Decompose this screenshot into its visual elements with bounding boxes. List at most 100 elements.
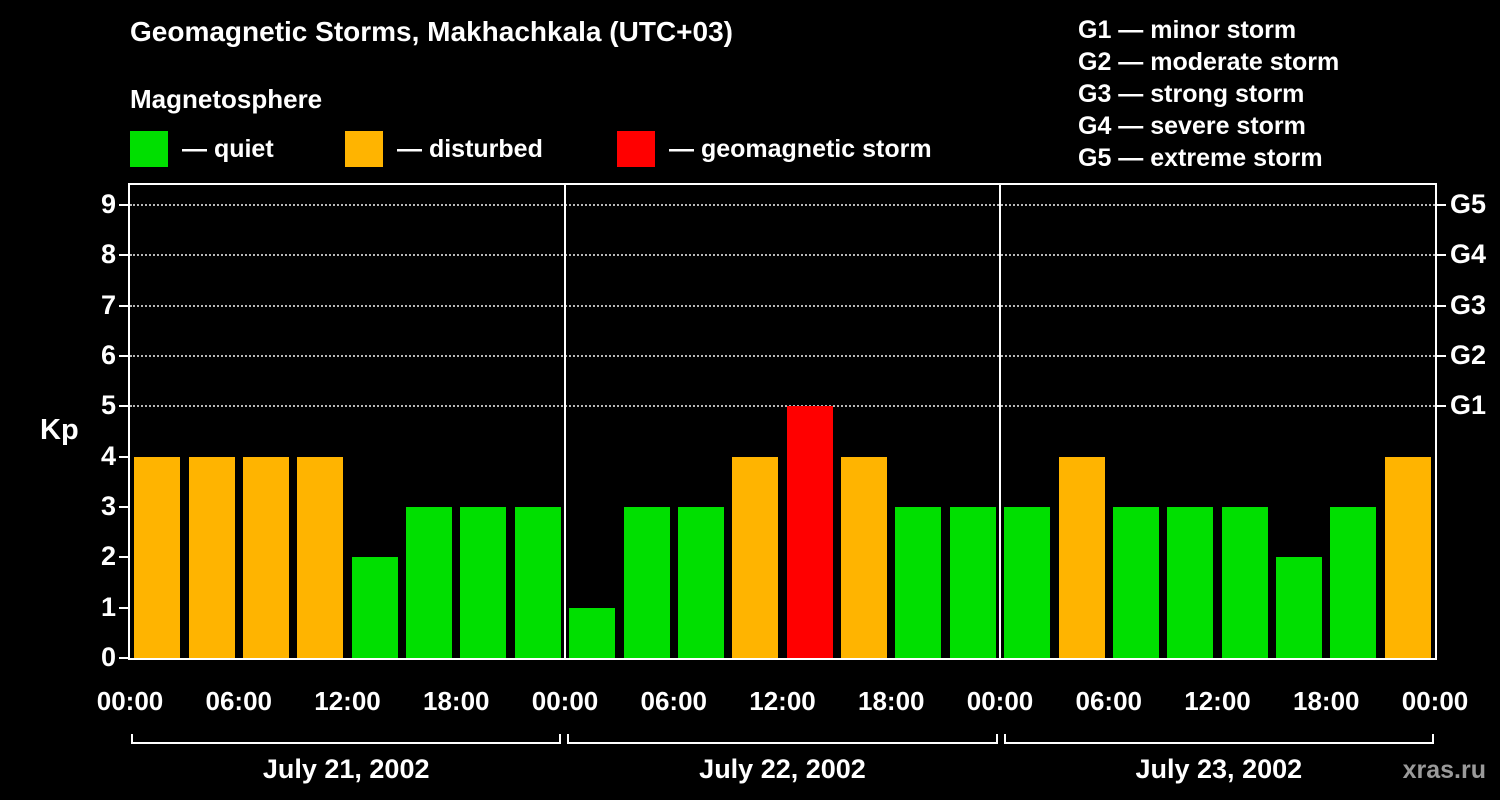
kp-bar bbox=[1276, 557, 1323, 658]
y-tick-mark bbox=[119, 606, 128, 609]
gridline-kp6 bbox=[130, 355, 1435, 358]
x-tick-label: 12:00 bbox=[314, 686, 381, 716]
x-tick-label: 12:00 bbox=[1184, 686, 1251, 716]
y-tick-label-7: 7 bbox=[100, 289, 116, 320]
kp-bar bbox=[895, 507, 942, 658]
kp-bar bbox=[1384, 456, 1431, 658]
magnetosphere-label: Magnetosphere bbox=[130, 84, 323, 114]
xras-watermark-link[interactable]: xras.ru bbox=[1402, 756, 1486, 784]
day-bracket-line bbox=[567, 742, 998, 744]
y-tick-label-1: 1 bbox=[100, 591, 116, 622]
kp-bar bbox=[460, 507, 507, 658]
kp-bar bbox=[188, 456, 235, 658]
storm-scale-legend: G1 — minor storm G2 — moderate storm G3 … bbox=[1078, 14, 1339, 174]
x-tick-label: 18:00 bbox=[423, 686, 490, 716]
day-bracket-cap bbox=[559, 734, 562, 743]
y-tick-label-4: 4 bbox=[100, 440, 116, 471]
x-tick-label: 18:00 bbox=[1293, 686, 1360, 716]
storm-scale-g5: G5 — extreme storm bbox=[1078, 144, 1323, 172]
day-bracket-cap bbox=[131, 734, 133, 743]
x-tick-label: 18:00 bbox=[858, 686, 925, 716]
day-bracket-cap bbox=[567, 734, 570, 743]
storm-label: — geomagnetic storm bbox=[669, 135, 932, 163]
kp-bar bbox=[1004, 507, 1051, 658]
g-scale-tick-mark bbox=[1437, 304, 1446, 307]
g-scale-tick-mark bbox=[1437, 204, 1446, 207]
g-scale-label-g2: G2 bbox=[1450, 340, 1487, 371]
kp-bar bbox=[1330, 507, 1377, 658]
day-separator bbox=[999, 185, 1001, 658]
quiet-label: — quiet bbox=[182, 135, 274, 163]
g-scale-tick-mark bbox=[1437, 254, 1446, 257]
y-tick-label-0: 0 bbox=[100, 642, 116, 672]
y-tick-mark bbox=[119, 304, 128, 307]
legend-item-storm: — geomagnetic storm bbox=[617, 131, 932, 167]
kp-bar bbox=[406, 507, 453, 658]
day-bracket-line bbox=[1003, 742, 1434, 744]
kp-bar bbox=[297, 456, 344, 658]
page-title: Geomagnetic Storms, Makhachkala (UTC+03) bbox=[130, 16, 733, 47]
x-tick-label: 00:00 bbox=[96, 686, 164, 716]
y-tick-label-3: 3 bbox=[100, 491, 116, 522]
day-label: July 22, 2002 bbox=[699, 754, 866, 784]
plot-area bbox=[128, 183, 1437, 660]
g-scale-label-g3: G3 bbox=[1450, 289, 1487, 320]
gridline-kp7 bbox=[130, 304, 1435, 307]
storm-color-swatch bbox=[617, 131, 655, 167]
x-tick-label: 00:00 bbox=[1401, 686, 1469, 716]
kp-bar bbox=[732, 456, 779, 658]
day-label: July 21, 2002 bbox=[262, 754, 430, 784]
y-tick-mark bbox=[119, 254, 128, 257]
y-tick-mark bbox=[119, 455, 128, 458]
kp-bar bbox=[242, 456, 289, 658]
g-scale-label-g5: G5 bbox=[1450, 189, 1487, 220]
quiet-color-swatch bbox=[130, 131, 168, 167]
legend-item-disturbed: — disturbed bbox=[345, 131, 543, 167]
y-tick-mark bbox=[119, 405, 128, 408]
day-bracket-cap bbox=[995, 734, 998, 743]
kp-bar bbox=[1112, 507, 1159, 658]
g-scale-label-g4: G4 bbox=[1450, 239, 1487, 270]
kp-bar bbox=[1221, 507, 1268, 658]
kp-bar bbox=[1058, 456, 1105, 658]
kp-bar bbox=[677, 507, 724, 658]
y-tick-label-2: 2 bbox=[100, 541, 116, 572]
day-separator bbox=[564, 185, 566, 658]
day-bracket-line bbox=[131, 742, 562, 744]
storm-scale-g2: G2 — moderate storm bbox=[1078, 48, 1340, 76]
kp-bar bbox=[786, 406, 833, 658]
x-tick-label: 06:00 bbox=[640, 686, 708, 716]
g-scale-tick-mark bbox=[1437, 405, 1446, 408]
x-tick-label: 12:00 bbox=[749, 686, 816, 716]
kp-bar bbox=[351, 557, 398, 658]
legend-item-quiet: — quiet bbox=[130, 131, 274, 167]
y-tick-mark bbox=[119, 355, 128, 358]
y-tick-mark bbox=[119, 506, 128, 509]
kp-bar bbox=[623, 507, 670, 658]
storm-scale-g1: G1 — minor storm bbox=[1078, 16, 1297, 44]
day-bracket-cap bbox=[1003, 734, 1006, 743]
y-tick-label-5: 5 bbox=[100, 390, 116, 421]
disturbed-label: — disturbed bbox=[397, 135, 543, 163]
gridline-kp8 bbox=[130, 254, 1435, 257]
kp-bar bbox=[514, 507, 561, 658]
kp-axis-title: Kp bbox=[40, 414, 79, 446]
y-tick-mark bbox=[119, 556, 128, 559]
y-tick-mark bbox=[119, 204, 128, 207]
x-tick-label: 00:00 bbox=[966, 686, 1034, 716]
storm-scale-g3: G3 — strong storm bbox=[1078, 80, 1305, 108]
day-label: July 23, 2002 bbox=[1135, 754, 1303, 784]
gridline-kp9 bbox=[130, 204, 1435, 207]
kp-bar bbox=[134, 456, 181, 658]
gridline-kp5 bbox=[130, 405, 1435, 408]
x-tick-label: 00:00 bbox=[531, 686, 599, 716]
x-tick-label: 06:00 bbox=[205, 686, 273, 716]
y-tick-mark bbox=[119, 657, 128, 659]
g-scale-tick-mark bbox=[1437, 355, 1446, 358]
g-scale-label-g1: G1 bbox=[1450, 390, 1487, 421]
day-bracket-cap bbox=[1432, 734, 1434, 743]
kp-bar bbox=[841, 456, 888, 658]
x-tick-label: 06:00 bbox=[1075, 686, 1143, 716]
storm-scale-g4: G4 — severe storm bbox=[1078, 112, 1306, 140]
kp-bar bbox=[949, 507, 996, 658]
